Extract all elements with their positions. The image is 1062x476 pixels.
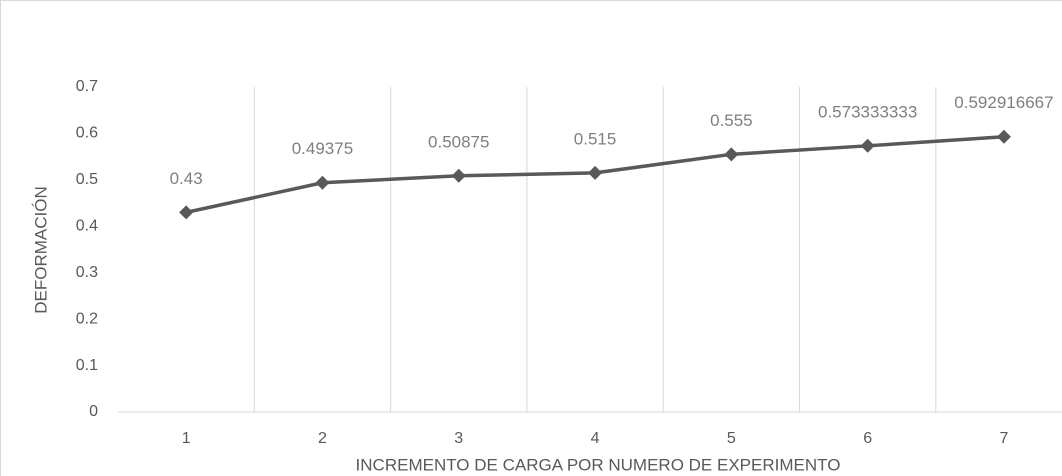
- x-tick-label: 7: [999, 430, 1008, 447]
- marker: [996, 129, 1011, 144]
- y-axis-title: DEFORMACIÓN: [31, 186, 50, 314]
- x-tick-label: 6: [863, 430, 872, 447]
- y-tick-label: 0.7: [76, 78, 98, 95]
- y-tick-label: 0.1: [76, 357, 98, 374]
- y-tick-label: 0: [89, 403, 98, 420]
- y-tick-label: 0.2: [76, 310, 98, 327]
- marker: [451, 168, 466, 183]
- data-label: 0.573333333: [818, 102, 917, 121]
- x-tick-label: 4: [591, 430, 600, 447]
- x-tick-label: 3: [454, 430, 463, 447]
- y-tick-label: 0.3: [76, 264, 98, 281]
- marker: [724, 147, 739, 162]
- x-axis-title: INCREMENTO DE CARGA POR NUMERO DE EXPERI…: [356, 455, 841, 474]
- y-tick-label: 0.6: [76, 125, 98, 142]
- x-tick-label: 5: [727, 430, 736, 447]
- data-label: 0.43: [170, 169, 203, 188]
- y-tick-label: 0.5: [76, 171, 98, 188]
- marker: [588, 165, 603, 180]
- marker: [860, 138, 875, 153]
- y-tick-label: 0.4: [76, 218, 98, 235]
- x-tick-label: 2: [318, 430, 327, 447]
- data-label: 0.592916667: [954, 93, 1053, 112]
- marker: [179, 205, 194, 220]
- data-label: 0.555: [710, 111, 753, 130]
- data-label: 0.49375: [292, 139, 353, 158]
- x-tick-label: 1: [182, 430, 191, 447]
- data-label: 0.515: [574, 129, 617, 148]
- marker: [315, 175, 330, 190]
- data-label: 0.50875: [428, 132, 489, 151]
